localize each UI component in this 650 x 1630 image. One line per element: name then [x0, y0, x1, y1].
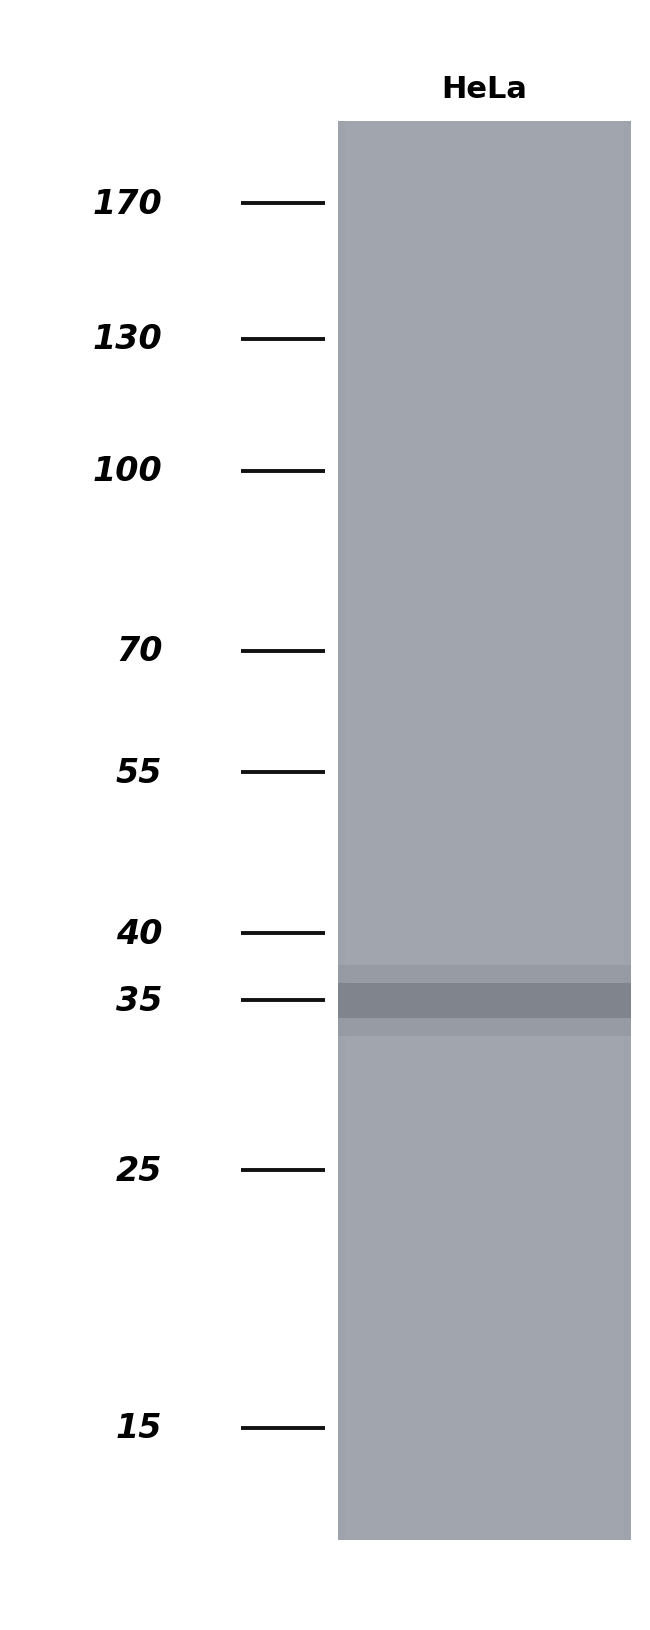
Bar: [338, 965, 630, 1037]
Text: 35: 35: [116, 985, 162, 1017]
Text: 15: 15: [116, 1412, 162, 1444]
Text: 170: 170: [93, 187, 162, 220]
Text: 40: 40: [116, 918, 162, 950]
Text: 100: 100: [93, 455, 162, 487]
Text: 70: 70: [116, 636, 162, 668]
Text: HeLa: HeLa: [441, 75, 527, 104]
Bar: [338, 122, 630, 1540]
Text: 130: 130: [93, 323, 162, 355]
Text: 55: 55: [116, 756, 162, 789]
Text: 25: 25: [116, 1154, 162, 1187]
Bar: [338, 983, 630, 1019]
Bar: [344, 122, 624, 1540]
